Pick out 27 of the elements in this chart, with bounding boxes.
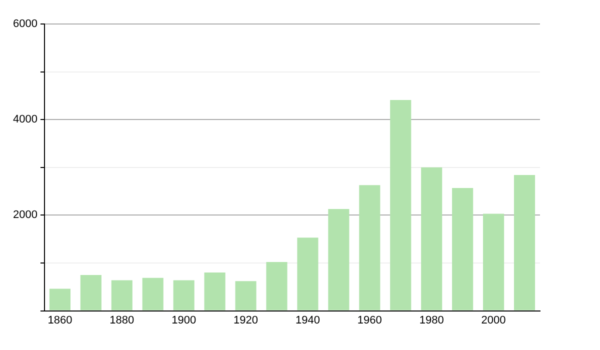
bar xyxy=(359,185,380,310)
bar xyxy=(452,188,474,310)
y-tick-label: 4000 xyxy=(12,114,38,126)
bar xyxy=(49,288,70,310)
y-tick-label: 2000 xyxy=(12,209,38,222)
bar xyxy=(235,281,256,310)
x-tick-label: 1920 xyxy=(234,314,258,326)
x-tick-label: 1880 xyxy=(110,314,134,326)
bar xyxy=(204,272,226,310)
bar xyxy=(142,278,164,310)
x-tick-label: 2000 xyxy=(481,314,506,326)
bar xyxy=(390,100,412,310)
bar xyxy=(328,208,350,310)
x-tick-label: 1960 xyxy=(357,314,382,326)
x-tick-label: 1900 xyxy=(172,314,196,326)
bar xyxy=(266,262,288,310)
bar xyxy=(80,274,102,310)
x-tick-label: 1940 xyxy=(295,314,320,326)
y-tick-label: 6000 xyxy=(12,18,38,30)
bar xyxy=(297,238,318,310)
x-tick-label: 1980 xyxy=(419,314,444,326)
x-tick-label: 1860 xyxy=(48,314,72,326)
bar xyxy=(421,167,442,310)
bar xyxy=(111,280,132,310)
bar xyxy=(483,214,504,310)
bar xyxy=(173,280,194,310)
bar xyxy=(514,175,536,310)
